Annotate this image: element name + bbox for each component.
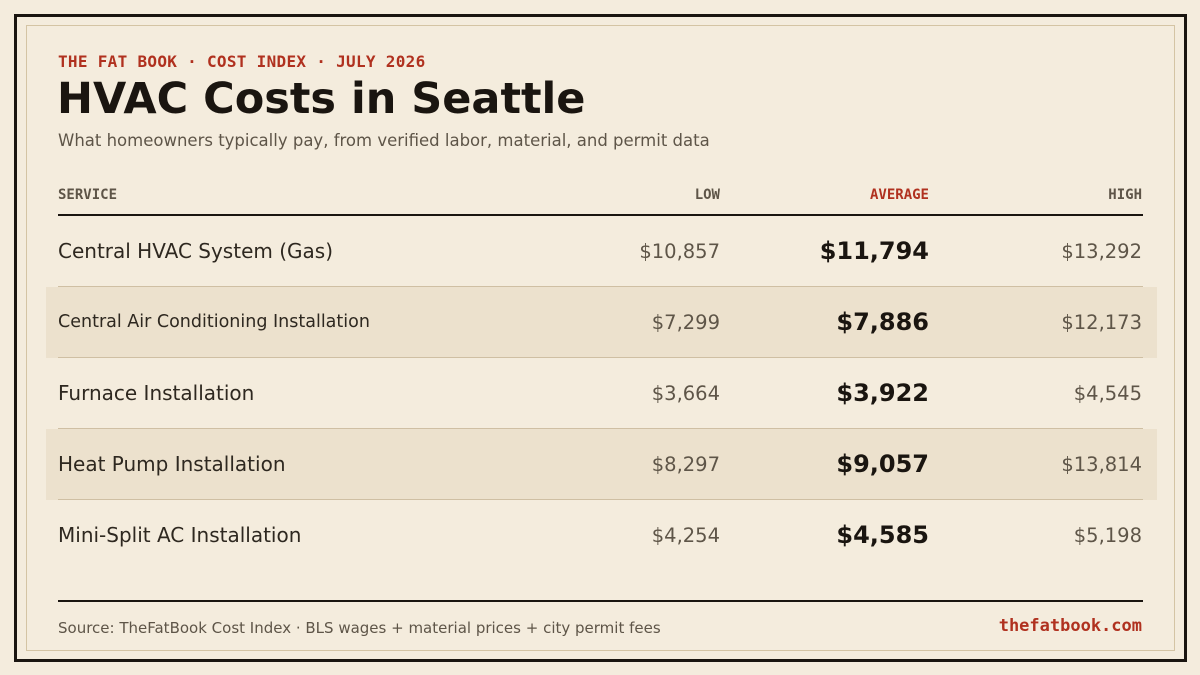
low-cost: $4,254 xyxy=(651,524,720,547)
high-cost: $4,545 xyxy=(1073,382,1142,405)
eyebrow-label: THE FAT BOOK · COST INDEX · JULY 2026 xyxy=(58,52,426,71)
header-divider xyxy=(58,214,1143,216)
high-cost: $13,814 xyxy=(1061,453,1142,476)
service-name: Central HVAC System (Gas) xyxy=(58,239,333,263)
high-cost: $5,198 xyxy=(1073,524,1142,547)
low-cost: $8,297 xyxy=(651,453,720,476)
average-cost: $9,057 xyxy=(836,450,929,478)
column-header-average: AVERAGE xyxy=(869,187,929,203)
site-link[interactable]: thefatbook.com xyxy=(998,616,1142,636)
table-row: Mini-Split AC Installation $4,254 $4,585… xyxy=(0,500,1200,571)
table-row: Furnace Installation $3,664 $3,922 $4,54… xyxy=(0,358,1200,429)
average-cost: $11,794 xyxy=(819,237,929,265)
footer-divider xyxy=(58,600,1143,602)
table-row: Central Air Conditioning Installation $7… xyxy=(0,287,1200,358)
column-header-high: HIGH xyxy=(1108,187,1142,203)
page-subtitle: What homeowners typically pay, from veri… xyxy=(58,131,710,150)
low-cost: $3,664 xyxy=(651,382,720,405)
inner-border xyxy=(26,25,1175,651)
service-name: Furnace Installation xyxy=(58,381,255,405)
high-cost: $13,292 xyxy=(1061,240,1142,263)
service-name: Central Air Conditioning Installation xyxy=(58,312,370,332)
average-cost: $4,585 xyxy=(836,521,929,549)
low-cost: $7,299 xyxy=(651,311,720,334)
table-row: Heat Pump Installation $8,297 $9,057 $13… xyxy=(0,429,1200,500)
average-cost: $7,886 xyxy=(836,308,929,336)
page-title: HVAC Costs in Seattle xyxy=(57,74,586,124)
service-name: Mini-Split AC Installation xyxy=(58,523,302,547)
source-note: Source: TheFatBook Cost Index · BLS wage… xyxy=(58,619,661,637)
column-header-low: LOW xyxy=(694,187,720,203)
average-cost: $3,922 xyxy=(836,379,929,407)
low-cost: $10,857 xyxy=(639,240,720,263)
table-row: Central HVAC System (Gas) $10,857 $11,79… xyxy=(0,216,1200,287)
outer-border xyxy=(14,14,1187,662)
service-name: Heat Pump Installation xyxy=(58,452,286,476)
column-header-service: SERVICE xyxy=(58,187,118,203)
high-cost: $12,173 xyxy=(1061,311,1142,334)
